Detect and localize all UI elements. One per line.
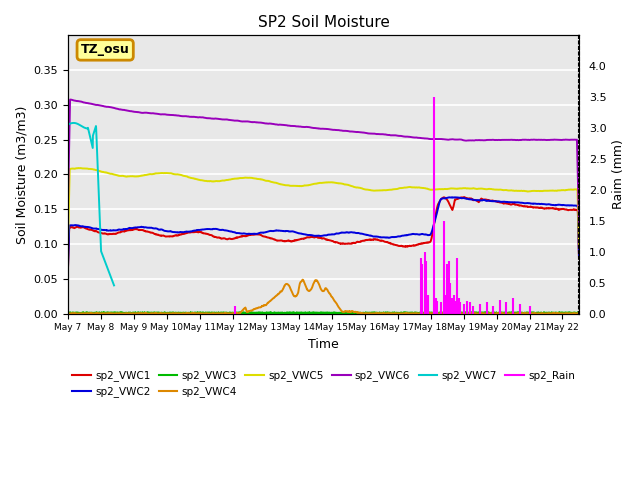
sp2_VWC5 — [575, 242, 583, 248]
sp2_VWC2 — [565, 203, 573, 208]
sp2_VWC6 — [64, 199, 72, 205]
sp2_VWC3 — [401, 310, 409, 315]
sp2_VWC2 — [575, 253, 583, 259]
sp2_VWC5 — [64, 239, 72, 244]
sp2_VWC1 — [575, 255, 583, 261]
sp2_VWC3 — [122, 310, 130, 315]
sp2_VWC1 — [565, 207, 573, 213]
sp2_VWC5 — [510, 188, 518, 193]
sp2_VWC2 — [153, 226, 161, 231]
sp2_VWC5 — [74, 165, 82, 171]
sp2_VWC4 — [299, 277, 307, 283]
sp2_VWC3 — [153, 310, 161, 316]
sp2_VWC4 — [510, 311, 518, 316]
Text: TZ_osu: TZ_osu — [81, 43, 129, 57]
sp2_VWC3 — [267, 311, 275, 316]
sp2_VWC2 — [260, 230, 268, 236]
sp2_VWC3 — [260, 310, 268, 316]
sp2_VWC6 — [282, 122, 290, 128]
sp2_VWC7 — [64, 121, 72, 127]
sp2_VWC2 — [122, 226, 130, 232]
sp2_VWC3 — [510, 310, 518, 315]
Title: SP2 Soil Moisture: SP2 Soil Moisture — [257, 15, 389, 30]
sp2_VWC2 — [510, 199, 518, 205]
sp2_VWC4 — [260, 302, 268, 308]
sp2_VWC5 — [260, 177, 268, 183]
Line: sp2_VWC3: sp2_VWC3 — [68, 312, 579, 313]
Line: sp2_VWC4: sp2_VWC4 — [68, 280, 579, 313]
sp2_VWC4 — [123, 311, 131, 316]
sp2_VWC6 — [575, 220, 583, 226]
sp2_VWC1 — [153, 231, 161, 237]
sp2_VWC4 — [64, 311, 72, 316]
sp2_VWC2 — [64, 264, 72, 270]
sp2_VWC1 — [282, 238, 290, 244]
sp2_VWC6 — [66, 96, 74, 102]
sp2_VWC4 — [282, 281, 290, 287]
sp2_VWC1 — [64, 265, 72, 271]
sp2_VWC3 — [565, 310, 573, 315]
sp2_VWC5 — [565, 187, 573, 192]
sp2_VWC1 — [122, 228, 130, 234]
Line: sp2_VWC7: sp2_VWC7 — [68, 123, 114, 286]
sp2_VWC6 — [510, 137, 518, 143]
sp2_VWC4 — [575, 311, 583, 316]
sp2_VWC3 — [575, 310, 583, 316]
Legend: sp2_VWC1, sp2_VWC2, sp2_VWC3, sp2_VWC4, sp2_VWC5, sp2_VWC6, sp2_VWC7, sp2_Rain: sp2_VWC1, sp2_VWC2, sp2_VWC3, sp2_VWC4, … — [68, 366, 579, 401]
sp2_VWC6 — [153, 111, 161, 117]
sp2_VWC4 — [565, 311, 573, 316]
sp2_VWC6 — [565, 137, 573, 143]
Y-axis label: Soil Moisture (m3/m3): Soil Moisture (m3/m3) — [15, 105, 28, 244]
Line: sp2_VWC1: sp2_VWC1 — [68, 197, 579, 268]
sp2_VWC1 — [510, 201, 518, 207]
sp2_VWC1 — [461, 194, 468, 200]
sp2_VWC1 — [260, 234, 268, 240]
Line: sp2_VWC6: sp2_VWC6 — [68, 99, 579, 223]
sp2_VWC2 — [449, 194, 456, 200]
sp2_VWC5 — [282, 182, 290, 188]
sp2_VWC3 — [64, 310, 72, 315]
sp2_VWC6 — [260, 120, 268, 126]
Y-axis label: Raim (mm): Raim (mm) — [612, 140, 625, 209]
sp2_VWC5 — [153, 170, 161, 176]
sp2_VWC4 — [153, 311, 161, 316]
Line: sp2_VWC5: sp2_VWC5 — [68, 168, 579, 245]
X-axis label: Time: Time — [308, 338, 339, 351]
Line: sp2_VWC2: sp2_VWC2 — [68, 197, 579, 267]
sp2_VWC6 — [123, 108, 131, 113]
sp2_VWC4 — [65, 311, 73, 316]
sp2_VWC5 — [123, 174, 131, 180]
sp2_VWC2 — [282, 228, 290, 234]
sp2_VWC3 — [282, 310, 290, 316]
